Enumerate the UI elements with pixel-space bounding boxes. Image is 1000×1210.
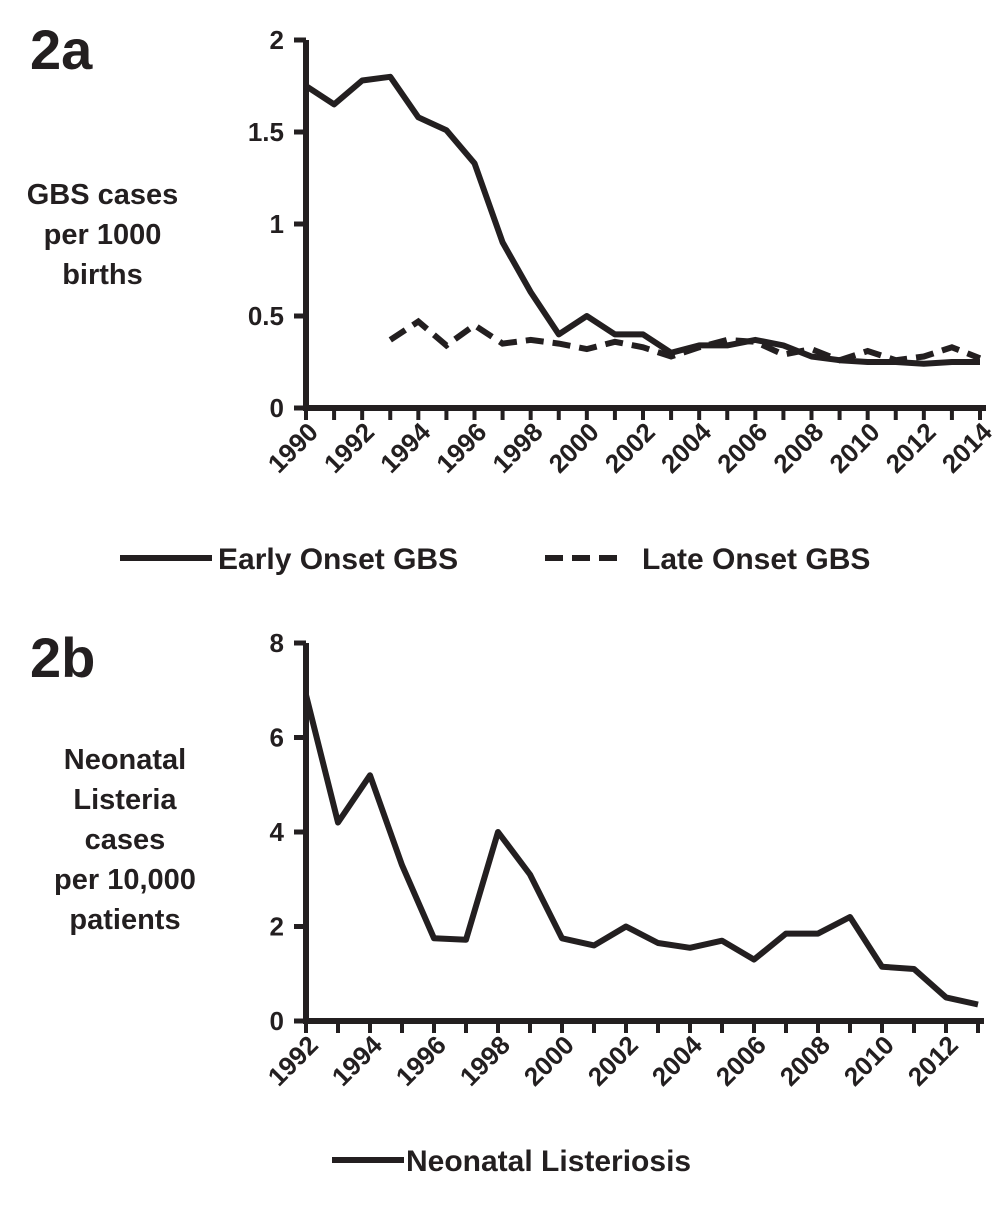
x-tick-label: 1996 bbox=[390, 1030, 452, 1092]
x-tick-label: 2002 bbox=[599, 417, 661, 479]
panel-b-y-axis-title: Neonatal Listeria cases per 10,000 patie… bbox=[20, 740, 230, 940]
y-axis-title-line: cases bbox=[84, 824, 166, 856]
x-tick-label: 2012 bbox=[880, 417, 942, 479]
legend-label: Late Onset GBS bbox=[642, 543, 870, 576]
x-tick-label: 1990 bbox=[262, 417, 324, 479]
y-tick-label: 2 bbox=[270, 912, 284, 942]
y-axis-title-line: per 10,000 bbox=[54, 864, 196, 896]
y-axis-title-line: per 1000 bbox=[43, 219, 162, 251]
x-tick-label: 2008 bbox=[774, 1030, 836, 1092]
x-tick-label: 2008 bbox=[767, 417, 829, 479]
x-tick-label: 2010 bbox=[838, 1030, 900, 1092]
x-tick-label: 2004 bbox=[646, 1029, 708, 1091]
x-tick-label: 2006 bbox=[711, 417, 773, 479]
legend-label: Neonatal Listeriosis bbox=[406, 1145, 691, 1178]
y-axis-title-line: Neonatal bbox=[63, 744, 187, 776]
x-tick-label: 1992 bbox=[262, 1030, 324, 1092]
y-tick-label: 8 bbox=[270, 628, 284, 658]
y-axis-title-line: births bbox=[62, 259, 143, 291]
panel-a-y-axis-title: GBS cases per 1000 births bbox=[0, 175, 205, 295]
x-tick-label: 2000 bbox=[518, 1030, 580, 1092]
y-axis-title-line: GBS cases bbox=[26, 179, 179, 211]
x-tick-label: 2000 bbox=[543, 417, 605, 479]
y-tick-label: 6 bbox=[270, 723, 284, 753]
y-axis-title-line: Listeria bbox=[73, 784, 177, 816]
y-tick-label: 0 bbox=[270, 1006, 284, 1036]
x-tick-label: 2014 bbox=[936, 416, 998, 478]
y-tick-label: 0 bbox=[270, 393, 284, 423]
x-tick-label: 2006 bbox=[710, 1030, 772, 1092]
x-tick-label: 1992 bbox=[318, 417, 380, 479]
x-tick-label: 2002 bbox=[582, 1030, 644, 1092]
y-tick-label: 4 bbox=[270, 817, 285, 847]
x-tick-label: 1996 bbox=[430, 417, 492, 479]
y-tick-label: 1.5 bbox=[248, 117, 284, 147]
panel-b-label: 2b bbox=[30, 626, 96, 689]
x-tick-label: 2004 bbox=[655, 416, 717, 478]
chart-panel-a: 00.511.521990199219941996199820002002200… bbox=[120, 25, 998, 576]
x-tick-label: 1998 bbox=[486, 417, 548, 479]
x-tick-label: 1998 bbox=[454, 1030, 516, 1092]
x-tick-label: 1994 bbox=[374, 416, 436, 478]
y-tick-label: 1 bbox=[270, 209, 284, 239]
x-tick-label: 1994 bbox=[326, 1029, 388, 1091]
panel-a-label: 2a bbox=[30, 18, 93, 81]
series-line-late-onset-gbs bbox=[388, 317, 982, 364]
series-line-neonatal-listeriosis bbox=[303, 694, 979, 1008]
y-axis-title-line: patients bbox=[69, 904, 181, 936]
x-tick-label: 2012 bbox=[902, 1030, 964, 1092]
y-tick-label: 2 bbox=[270, 25, 284, 55]
chart-panel-b: 0 2 4 6 8 1992 1994 1996 1998 2000 2002 2004 2006 200… bbox=[262, 628, 984, 1178]
legend-label: Early Onset GBS bbox=[218, 543, 458, 576]
series-line-early-onset-gbs bbox=[304, 73, 980, 367]
x-tick-label: 2010 bbox=[823, 417, 885, 479]
y-tick-label: 0.5 bbox=[248, 301, 284, 331]
